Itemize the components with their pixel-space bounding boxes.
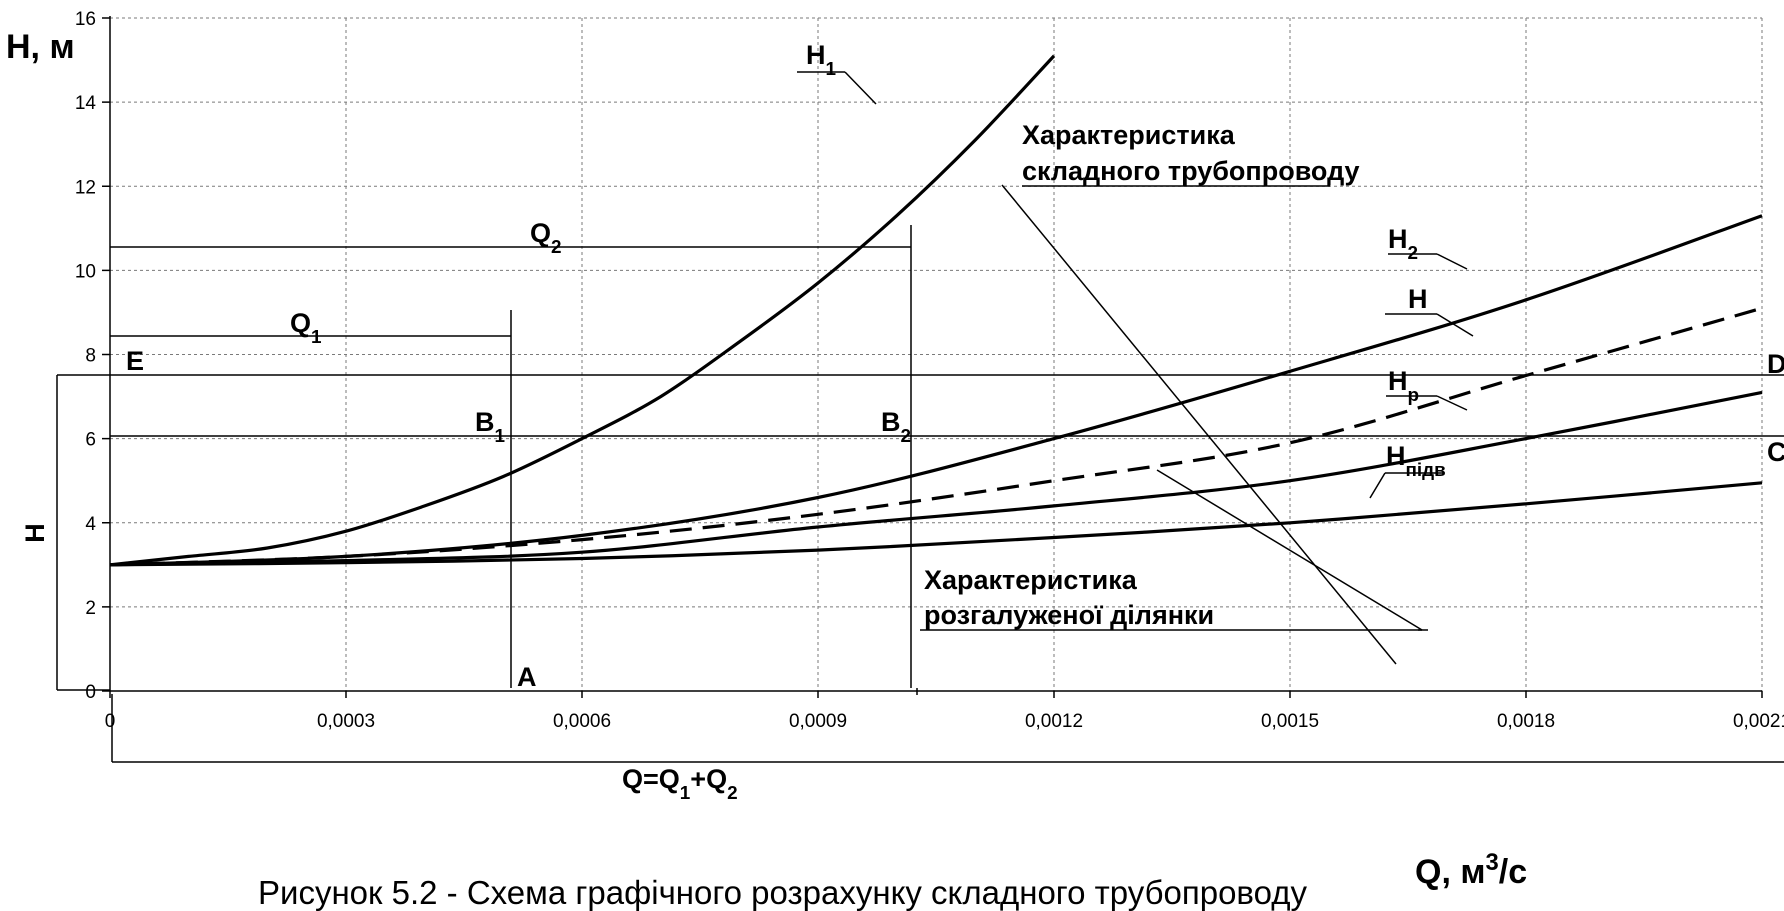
series-label-h2: H2 (1388, 224, 1418, 264)
axes (102, 16, 1763, 698)
complex-pipeline-label-line2: складного трубопроводу (1022, 156, 1360, 186)
series-line-0 (109, 54, 1056, 567)
branch-section-label-line2: розгалуженої ділянки (924, 600, 1214, 630)
figure-caption: Рисунок 5.2 - Схема графічного розрахунк… (258, 874, 1307, 911)
x-tick-label: 0,0012 (1025, 711, 1083, 732)
construction-line-13 (1001, 184, 1397, 665)
x-tick-label: 0,0018 (1497, 711, 1555, 732)
x-tick-label: 0,0006 (553, 711, 611, 732)
y-tick-label: 4 (85, 514, 96, 535)
series-label-hp: Hр (1388, 366, 1419, 406)
y-tick-label: 16 (75, 9, 96, 30)
tick-labels: 0 2 4 6 8 10 12 14 16 0 0,0003 0,0006 0,0009 0,0012 0,… (75, 9, 1784, 732)
labels: H, мQ, м3/сH1H2HHрHпідвХарактеристикаскл… (6, 28, 1784, 911)
grid (110, 17, 1763, 691)
curves (109, 54, 1763, 567)
construction-line-20 (1436, 253, 1468, 270)
point-e: E (126, 346, 144, 376)
q1-label: Q1 (290, 308, 322, 348)
series-label-h1: H1 (806, 40, 836, 80)
x-tick-label: 0,0015 (1261, 711, 1319, 732)
x-tick-label: 0,0021 (1733, 711, 1784, 732)
construction-lines (56, 71, 1784, 763)
h-bracket-label: H (20, 523, 50, 543)
y-tick-label: 0 (85, 682, 96, 703)
point-d: D (1767, 349, 1784, 379)
sum-label: Q=Q1+Q2 (622, 764, 738, 804)
series-line-4 (109, 481, 1763, 567)
y-axis-label: H, м (6, 28, 75, 66)
complex-pipeline-label-line1: Характеристика (1022, 120, 1236, 150)
series-line-1 (109, 214, 1763, 567)
x-tick-label: 0,0009 (789, 711, 847, 732)
construction-line-22 (1436, 313, 1474, 337)
construction-line-24 (1436, 395, 1468, 411)
branch-section-label-line1: Характеристика (924, 565, 1138, 595)
y-tick-label: 8 (85, 346, 96, 367)
x-axis-label: Q, м3/с (1415, 849, 1527, 892)
x-tick-label: 0,0003 (317, 711, 375, 732)
series-line-3 (109, 390, 1763, 567)
y-tick-label: 2 (85, 598, 96, 619)
point-b1: B1 (475, 407, 505, 447)
y-tick-label: 14 (75, 93, 97, 114)
construction-line-26 (1369, 472, 1386, 499)
x-tick-label: 0 (105, 711, 116, 732)
y-tick-label: 10 (75, 261, 96, 282)
point-a: A (517, 662, 537, 692)
series-label-hpidv: Hпідв (1386, 441, 1446, 481)
point-c: C (1767, 437, 1784, 467)
y-tick-label: 6 (85, 430, 96, 451)
series-line-2 (109, 306, 1763, 567)
series-label-h: H (1408, 284, 1428, 314)
y-tick-label: 12 (75, 177, 96, 198)
construction-line-18 (844, 71, 877, 105)
q2-label: Q2 (530, 218, 562, 258)
point-b2: B2 (881, 407, 911, 447)
construction-line-15 (1156, 469, 1423, 631)
